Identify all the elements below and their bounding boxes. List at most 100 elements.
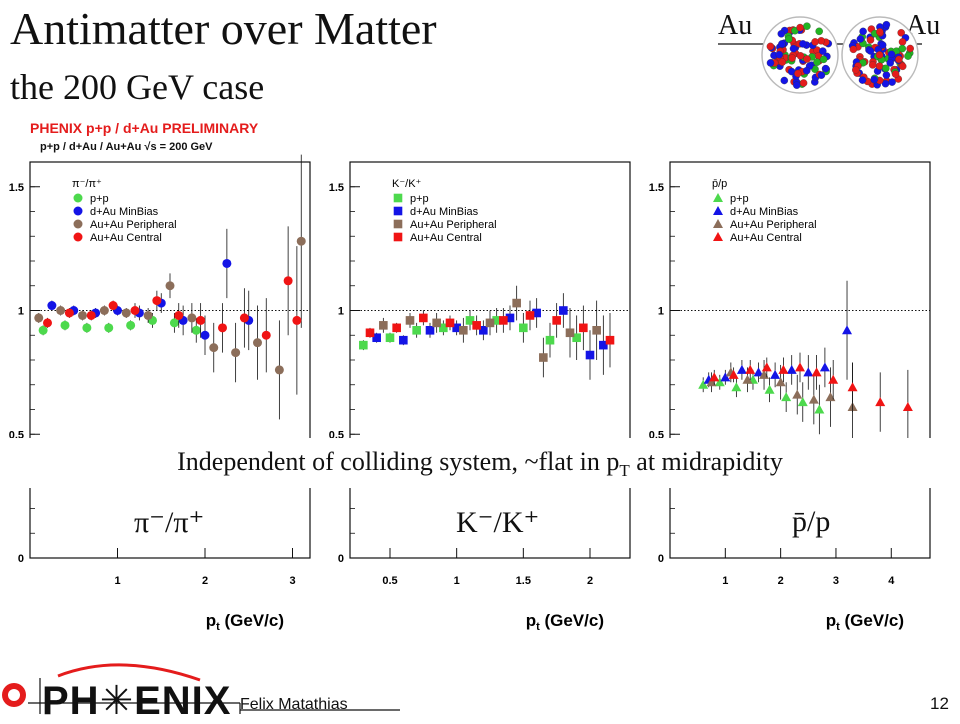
data-point: [599, 340, 608, 350]
data-point: [585, 350, 595, 360]
legend-entry: p+p: [90, 193, 109, 205]
data-point: [797, 397, 808, 407]
x-tick-label: 3: [289, 575, 295, 587]
data-point: [412, 326, 421, 335]
data-point: [786, 364, 797, 374]
data-point: [121, 308, 131, 318]
data-point: [552, 316, 561, 325]
data-point: [479, 326, 488, 335]
data-point: [761, 362, 772, 372]
data-point: [196, 315, 206, 325]
y-tick-label: 0: [338, 553, 344, 565]
data-point: [372, 333, 381, 343]
data-point: [452, 323, 461, 333]
legend-marker: [713, 206, 723, 215]
data-point: [292, 315, 302, 325]
data-point: [819, 362, 830, 372]
x-axis-label: pt (GeV/c): [526, 611, 604, 633]
x-tick-label: 1: [454, 575, 460, 587]
panel-ratio-label: p̄/p: [712, 178, 727, 190]
slide-title: Antimatter over Matter: [10, 3, 437, 54]
data-point: [875, 397, 886, 407]
x-tick-label: 2: [202, 575, 208, 587]
conclusion-background: [0, 438, 960, 488]
legend-entry: Au+Au Central: [90, 232, 162, 244]
y-tick-label: 1: [18, 306, 24, 318]
data-point: [231, 348, 241, 358]
legend-marker: [713, 219, 723, 228]
data-point: [296, 236, 306, 246]
data-point: [795, 362, 805, 372]
x-tick-label: 0.5: [382, 575, 397, 587]
x-tick-label: 1: [722, 575, 728, 587]
series-AuAuPeripheral: [34, 154, 306, 420]
data-point: [803, 367, 814, 377]
series-pp: [38, 312, 201, 343]
data-point: [499, 316, 508, 325]
legend-marker: [713, 193, 723, 202]
data-point: [539, 353, 548, 362]
legend-entry: p+p: [730, 193, 749, 205]
data-point: [379, 321, 388, 330]
data-point: [592, 326, 601, 335]
data-point: [505, 313, 515, 323]
data-point: [385, 333, 395, 343]
data-point: [902, 402, 913, 412]
data-point: [828, 374, 839, 384]
x-tick-label: 1.5: [516, 575, 531, 587]
legend-entry: Au+Au Central: [410, 232, 482, 244]
figure-header: PHENIX p+p / d+Au PRELIMINARY: [30, 120, 259, 136]
legend-entry: Au+Au Central: [730, 232, 802, 244]
data-point: [572, 333, 581, 343]
y-tick-label: 1.5: [649, 182, 664, 194]
data-point: [130, 306, 140, 315]
y-tick-label: 1.5: [9, 182, 24, 194]
data-point: [764, 384, 775, 394]
data-point: [532, 308, 541, 318]
data-point: [512, 298, 521, 308]
slide-subtitle: the 200 GeV case: [10, 67, 265, 107]
chart-panel-1: 00.511.51 2 3pt (GeV/c)π⁻/π⁺p+pd+Au MinBia…: [9, 154, 311, 633]
data-point: [579, 323, 588, 333]
legend-marker: [713, 232, 723, 241]
data-point: [405, 316, 415, 325]
data-point: [465, 316, 475, 325]
ratio-label-pion: π⁻/π⁺: [134, 506, 205, 539]
y-tick-label: 1: [338, 306, 344, 318]
data-point: [605, 335, 615, 345]
data-point: [99, 306, 109, 315]
data-point: [419, 313, 428, 323]
data-point: [209, 343, 219, 353]
x-tick-label: 2: [778, 575, 784, 587]
data-point: [169, 318, 179, 328]
data-point: [165, 281, 175, 291]
data-point: [525, 311, 535, 320]
data-point: [472, 321, 481, 330]
data-point: [492, 316, 501, 325]
nucleus-label-left: Au: [718, 10, 753, 41]
legend-marker: [393, 193, 403, 203]
ratio-label-kaon: K⁻/K⁺: [456, 506, 540, 539]
data-point: [191, 325, 201, 335]
chart-panel-3: 00.511.51 2 3 4pt (GeV/c)p̄/pp+pd+Au MinBia…: [649, 161, 931, 633]
data-point: [60, 320, 70, 330]
slide-number: 12: [930, 694, 949, 713]
panel-ratio-label: K⁻/K⁺: [392, 178, 422, 190]
data-point: [425, 326, 435, 335]
data-point: [365, 328, 375, 338]
data-point: [781, 392, 792, 402]
series-AuAuCentral: [43, 226, 302, 395]
data-point: [825, 392, 836, 402]
data-point: [399, 335, 408, 345]
legend-marker: [73, 193, 83, 203]
conclusion-text: Independent of colliding system, ~flat i…: [0, 447, 960, 481]
legend-entry: p+p: [410, 193, 429, 205]
legend-entry: Au+Au Peripheral: [90, 219, 177, 231]
data-point: [565, 328, 575, 338]
data-point: [200, 330, 210, 340]
data-point: [439, 323, 448, 333]
conclusion-end: at midrapidity: [629, 447, 783, 476]
data-point: [432, 318, 441, 328]
series-AuAuPeripheral: [379, 285, 601, 378]
data-point: [728, 369, 739, 379]
